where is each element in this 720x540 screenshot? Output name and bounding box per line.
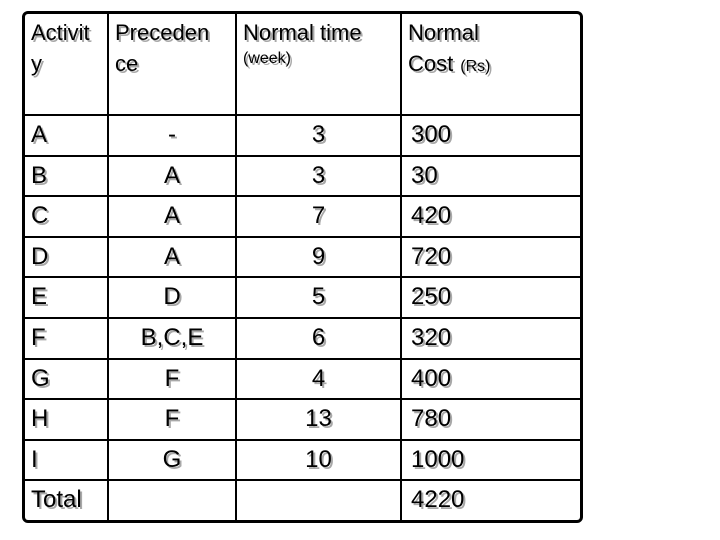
- header-normal-time-unit: (week): [243, 50, 292, 68]
- cell-time: 7: [237, 197, 400, 236]
- activity-cost-table: Activit y Preceden ce Normal time (week) …: [22, 11, 583, 523]
- header-normal-cost-label: Normal: [408, 20, 479, 45]
- cell-time: 9: [237, 237, 400, 277]
- cell-precedence: F: [109, 359, 235, 399]
- cell-time: 4: [237, 359, 400, 399]
- cell-cost: 780: [402, 400, 580, 439]
- cell-time: 5: [237, 278, 400, 317]
- cell-time: 3: [237, 116, 400, 155]
- cell-total-cost: 4220: [402, 481, 580, 520]
- cell-time: 13: [237, 400, 400, 439]
- cell-precedence: G: [109, 440, 235, 480]
- cell-precedence: A: [109, 237, 235, 277]
- cell-cost: 420: [402, 197, 580, 236]
- header-precedence: Preceden ce: [109, 14, 235, 114]
- cell-activity: A: [25, 116, 107, 155]
- cell-precedence: D: [109, 278, 235, 317]
- cell-cost: 320: [402, 318, 580, 358]
- header-activity: Activit y: [25, 14, 107, 114]
- cell-activity: C: [25, 197, 107, 236]
- cell-precedence: A: [109, 197, 235, 236]
- cell-precedence: [109, 481, 235, 520]
- header-normal-time-label: Normal time: [243, 20, 362, 45]
- cell-activity: E: [25, 278, 107, 317]
- cell-precedence: A: [109, 156, 235, 196]
- cell-precedence: B,C,E: [109, 318, 235, 358]
- cell-cost: 400: [402, 359, 580, 399]
- cell-precedence: -: [109, 116, 235, 155]
- cell-activity: F: [25, 318, 107, 358]
- cell-activity: I: [25, 440, 107, 480]
- header-activity-label: Activit y: [31, 20, 90, 77]
- cell-activity: H: [25, 400, 107, 439]
- table-grid: Activit y Preceden ce Normal time (week) …: [25, 14, 580, 520]
- cell-total-label: Total: [25, 481, 107, 520]
- header-normal-cost-line2: Cost (Rs): [408, 48, 574, 79]
- cell-activity: D: [25, 237, 107, 277]
- cell-cost: 300: [402, 116, 580, 155]
- header-normal-cost: Normal Cost (Rs): [402, 14, 580, 114]
- cell-cost: 720: [402, 237, 580, 277]
- cell-precedence: F: [109, 400, 235, 439]
- cell-time: [237, 481, 400, 520]
- cell-cost: 1000: [402, 440, 580, 480]
- cell-time: 10: [237, 440, 400, 480]
- cell-activity: G: [25, 359, 107, 399]
- cell-time: 6: [237, 318, 400, 358]
- cell-time: 3: [237, 156, 400, 196]
- cell-cost: 250: [402, 278, 580, 317]
- header-normal-time: Normal time (week): [237, 14, 400, 114]
- cell-cost: 30: [402, 156, 580, 196]
- cell-activity: B: [25, 156, 107, 196]
- header-cost-label: Cost: [408, 51, 454, 77]
- header-cost-unit: (Rs): [460, 58, 491, 76]
- header-precedence-label: Preceden ce: [115, 20, 210, 77]
